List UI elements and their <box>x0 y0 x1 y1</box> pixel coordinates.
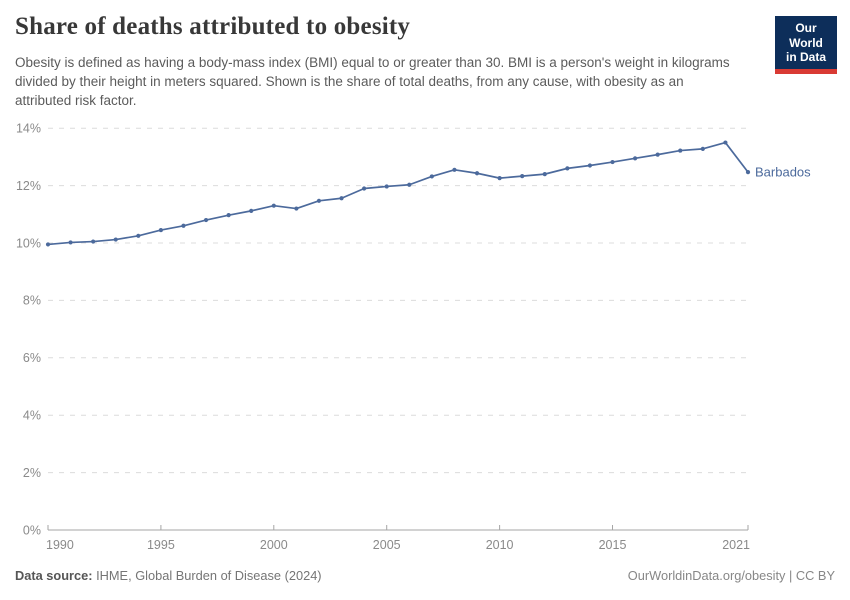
data-point[interactable] <box>632 156 638 161</box>
x-axis-label: 1995 <box>147 538 175 552</box>
y-axis-label: 8% <box>23 294 41 308</box>
y-axis-label: 4% <box>23 409 41 423</box>
owid-logo-line2: in Data <box>785 50 826 64</box>
data-point[interactable] <box>587 163 593 168</box>
data-point[interactable] <box>429 174 434 179</box>
data-point[interactable] <box>68 240 73 245</box>
entity-label: Barbados <box>755 165 811 180</box>
x-axis-label: 2015 <box>599 538 627 552</box>
data-point[interactable] <box>362 186 367 191</box>
data-point[interactable] <box>700 146 705 151</box>
chart-footer: Data source: IHME, Global Burden of Dise… <box>15 568 835 583</box>
x-axis-label: 2021 <box>722 538 750 552</box>
data-point[interactable] <box>339 196 344 201</box>
credit-link[interactable]: OurWorldinData.org/obesity | CC BY <box>627 568 835 583</box>
y-axis-label: 10% <box>16 236 41 250</box>
data-source-label: Data source: <box>15 568 93 583</box>
data-point[interactable] <box>316 198 322 203</box>
x-axis-label: 1990 <box>46 538 74 552</box>
data-point[interactable] <box>226 213 231 218</box>
data-point[interactable] <box>610 159 615 165</box>
y-axis-label: 0% <box>23 523 41 537</box>
data-point[interactable] <box>45 242 51 247</box>
data-point[interactable] <box>136 233 141 238</box>
y-axis-label: 6% <box>23 351 41 365</box>
y-axis-label: 2% <box>23 466 41 480</box>
data-point[interactable] <box>249 208 254 213</box>
trend-line[interactable] <box>47 141 749 246</box>
y-axis-label: 14% <box>16 122 41 136</box>
owid-logo: Our World in Data <box>775 16 837 74</box>
data-point[interactable] <box>384 184 389 189</box>
x-axis-label: 2005 <box>373 538 401 552</box>
y-axis-label: 12% <box>16 179 41 193</box>
data-point[interactable] <box>497 176 502 181</box>
data-source: Data source: IHME, Global Burden of Dise… <box>15 568 322 583</box>
data-point[interactable] <box>181 223 186 228</box>
data-point[interactable] <box>542 172 547 177</box>
data-point[interactable] <box>294 206 299 211</box>
data-point[interactable] <box>271 203 276 208</box>
data-point[interactable] <box>474 171 480 176</box>
owid-logo-line1: Our World <box>789 21 823 50</box>
x-axis-label: 2000 <box>260 538 288 552</box>
data-point[interactable] <box>520 174 525 179</box>
data-point[interactable] <box>407 182 412 187</box>
data-point[interactable] <box>113 237 118 242</box>
data-point[interactable] <box>91 239 96 244</box>
x-axis-label: 2010 <box>486 538 514 552</box>
data-point[interactable] <box>203 217 209 223</box>
data-point[interactable] <box>678 148 683 153</box>
data-point[interactable] <box>158 227 164 233</box>
data-point[interactable] <box>723 140 728 145</box>
page-title: Share of deaths attributed to obesity <box>15 13 411 40</box>
data-point[interactable] <box>745 170 751 175</box>
data-point[interactable] <box>655 152 660 157</box>
data-point[interactable] <box>565 166 570 171</box>
data-point[interactable] <box>452 167 457 172</box>
chart-subtitle: Obesity is defined as having a body-mass… <box>15 55 730 108</box>
data-source-text: IHME, Global Burden of Disease (2024) <box>96 568 322 583</box>
line-chart[interactable]: 0% 2% 4% 6% 8% 10% 12% 14% 1990 1995 2000 2005 2010 2… <box>0 110 850 565</box>
